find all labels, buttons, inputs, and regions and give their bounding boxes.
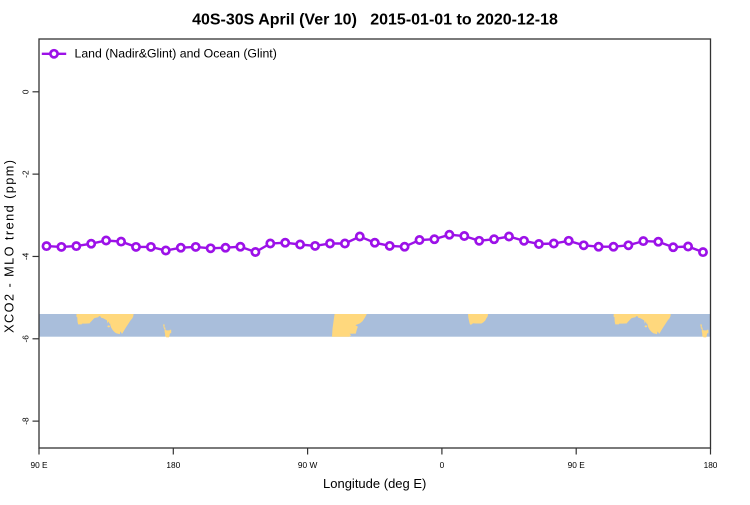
svg-text:-4: -4 [20, 252, 30, 260]
svg-text:-2: -2 [20, 170, 30, 178]
svg-text:Longitude (deg E): Longitude (deg E) [323, 476, 426, 491]
svg-text:XCO2 - MLO trend (ppm): XCO2 - MLO trend (ppm) [2, 159, 16, 333]
svg-text:180: 180 [704, 460, 718, 470]
svg-text:90 W: 90 W [298, 460, 318, 470]
svg-text:Land (Nadir&Glint) and Ocean (: Land (Nadir&Glint) and Ocean (Glint) [75, 47, 277, 61]
svg-text:90 E: 90 E [568, 460, 586, 470]
svg-text:-8: -8 [20, 417, 30, 425]
svg-text:0: 0 [440, 460, 445, 470]
svg-text:180: 180 [166, 460, 180, 470]
svg-text:-6: -6 [20, 335, 30, 343]
svg-text:90 E: 90 E [30, 460, 48, 470]
svg-text:0: 0 [20, 89, 30, 94]
svg-text:40S-30S April (Ver 10) 2015-: 40S-30S April (Ver 10) 2015-01-01 to 202… [192, 12, 558, 29]
